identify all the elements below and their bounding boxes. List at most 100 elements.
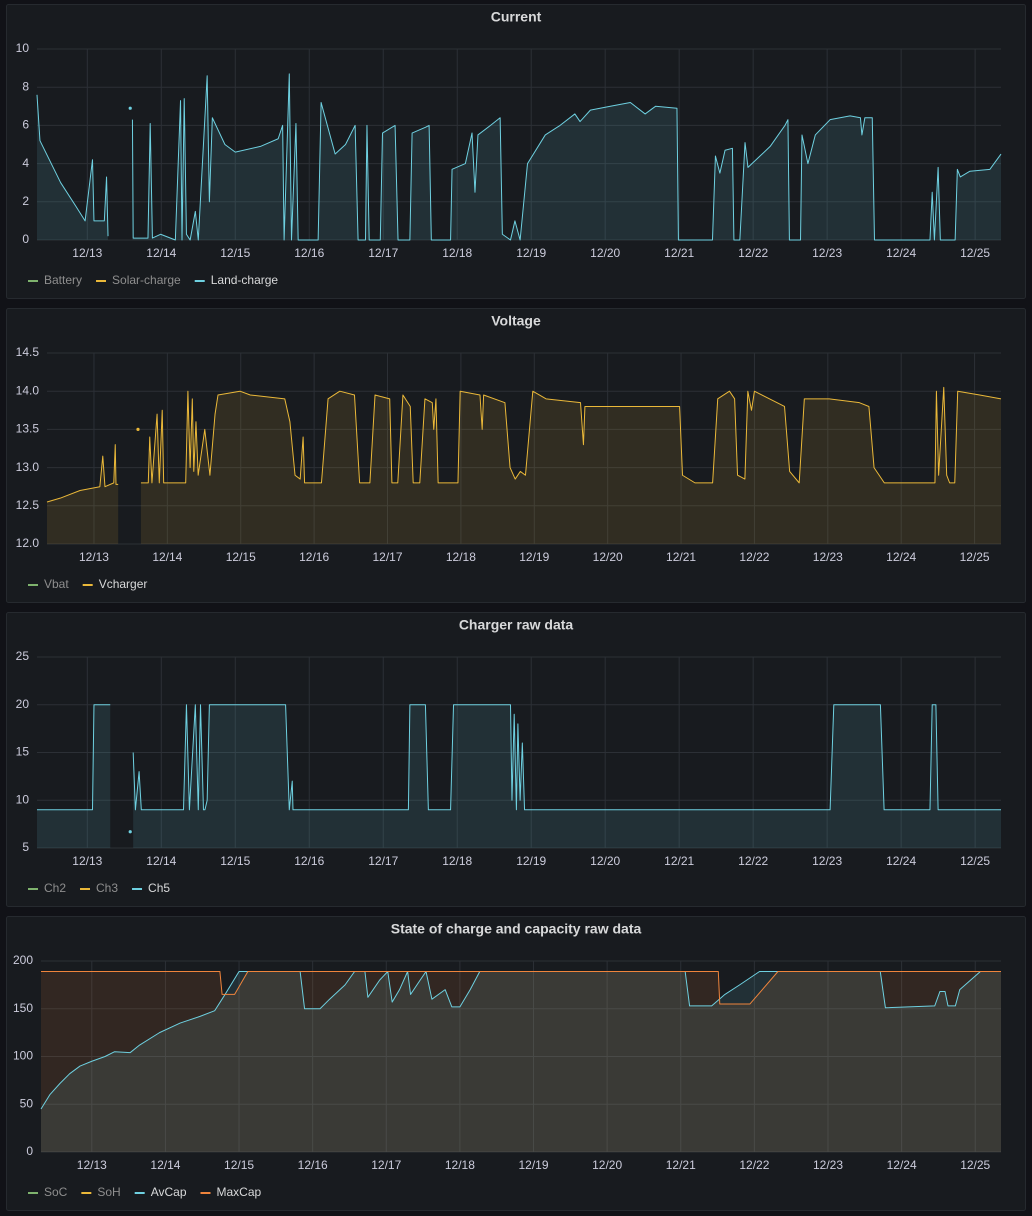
series-line	[36, 94, 109, 237]
x-tick-label: 12/19	[519, 550, 549, 564]
x-tick-label: 12/25	[960, 1158, 990, 1172]
y-tick-label: 12.5	[16, 498, 40, 512]
y-tick-label: 2	[22, 194, 29, 208]
panel-title: Current	[491, 9, 542, 25]
x-tick-label: 12/18	[446, 550, 476, 564]
legend-label[interactable]: Battery	[44, 273, 82, 287]
legend-label[interactable]: Land-charge	[211, 273, 279, 287]
legend-label[interactable]: Ch2	[44, 881, 66, 895]
x-tick-label: 12/25	[960, 550, 990, 564]
data-point	[128, 830, 132, 834]
y-tick-label: 100	[13, 1049, 33, 1063]
legend-label[interactable]: SoC	[44, 1185, 68, 1199]
x-tick-label: 12/15	[226, 550, 256, 564]
x-tick-label: 12/16	[299, 550, 329, 564]
y-tick-label: 8	[22, 79, 29, 93]
x-tick-label: 12/13	[72, 246, 102, 260]
legend-label[interactable]: Ch3	[96, 881, 118, 895]
x-tick-label: 12/13	[77, 1158, 107, 1172]
area-fill	[41, 971, 1001, 1152]
legend-label[interactable]: MaxCap	[217, 1185, 262, 1199]
legend-label[interactable]: Vcharger	[99, 577, 148, 591]
x-tick-label: 12/13	[79, 550, 109, 564]
x-tick-label: 12/18	[445, 1158, 475, 1172]
legend-label[interactable]: Ch5	[148, 881, 170, 895]
panel-title: State of charge and capacity raw data	[391, 921, 642, 937]
y-tick-label: 25	[16, 649, 30, 663]
x-tick-label: 12/15	[224, 1158, 254, 1172]
x-tick-label: 12/25	[960, 246, 990, 260]
x-tick-label: 12/20	[592, 1158, 622, 1172]
x-tick-label: 12/16	[294, 246, 324, 260]
area-fill	[133, 704, 1002, 848]
legend-label[interactable]: SoH	[97, 1185, 120, 1199]
x-tick-label: 12/21	[666, 550, 696, 564]
x-tick-label: 12/23	[813, 550, 843, 564]
panel	[6, 612, 1026, 907]
y-tick-label: 14.0	[16, 383, 40, 397]
data-point	[128, 106, 132, 110]
x-tick-label: 12/18	[442, 854, 472, 868]
series-line	[132, 704, 1001, 811]
series-line	[41, 971, 1001, 1005]
x-tick-label: 12/16	[298, 1158, 328, 1172]
x-tick-label: 12/22	[738, 854, 768, 868]
panel	[6, 308, 1026, 603]
x-tick-label: 12/21	[664, 246, 694, 260]
x-tick-label: 12/14	[152, 550, 182, 564]
data-point	[136, 427, 140, 431]
x-tick-label: 12/21	[664, 854, 694, 868]
area-fill	[47, 444, 119, 544]
area-fill	[41, 971, 1001, 1152]
panel	[6, 916, 1026, 1211]
x-tick-label: 12/16	[294, 854, 324, 868]
y-tick-label: 200	[13, 953, 33, 967]
x-tick-label: 12/19	[518, 1158, 548, 1172]
y-tick-label: 10	[16, 792, 30, 806]
x-tick-label: 12/19	[516, 854, 546, 868]
x-tick-label: 12/20	[590, 854, 620, 868]
y-tick-label: 10	[16, 41, 30, 55]
y-tick-label: 5	[22, 840, 29, 854]
panel-title: Voltage	[491, 313, 541, 329]
y-tick-label: 4	[22, 156, 29, 170]
x-tick-label: 12/18	[442, 246, 472, 260]
legend-label[interactable]: Vbat	[44, 577, 69, 591]
y-tick-label: 15	[16, 745, 30, 759]
x-tick-label: 12/14	[146, 246, 176, 260]
x-tick-label: 12/23	[813, 1158, 843, 1172]
y-tick-label: 50	[20, 1096, 34, 1110]
area-fill	[132, 73, 1001, 240]
series-line	[46, 444, 119, 503]
area-fill	[37, 94, 109, 240]
y-tick-label: 13.5	[16, 422, 40, 436]
y-tick-label: 12.0	[16, 536, 40, 550]
series-line	[37, 704, 111, 811]
x-tick-label: 12/15	[220, 854, 250, 868]
x-tick-label: 12/22	[738, 246, 768, 260]
x-tick-label: 12/24	[886, 550, 916, 564]
series-line	[40, 971, 1001, 1110]
x-tick-label: 12/17	[371, 1158, 401, 1172]
x-tick-label: 12/23	[812, 854, 842, 868]
x-tick-label: 12/24	[886, 854, 916, 868]
panel	[6, 4, 1026, 299]
area-fill	[37, 704, 111, 848]
x-tick-label: 12/20	[590, 246, 620, 260]
legend-label[interactable]: AvCap	[151, 1185, 187, 1199]
legend-label[interactable]: Solar-charge	[112, 273, 181, 287]
x-tick-label: 12/14	[146, 854, 176, 868]
x-tick-label: 12/21	[666, 1158, 696, 1172]
x-tick-label: 12/15	[220, 246, 250, 260]
y-tick-label: 14.5	[16, 345, 40, 359]
y-tick-label: 150	[13, 1001, 33, 1015]
series-line	[131, 73, 1002, 241]
x-tick-label: 12/22	[739, 1158, 769, 1172]
x-tick-label: 12/14	[150, 1158, 180, 1172]
x-tick-label: 12/24	[887, 1158, 917, 1172]
x-tick-label: 12/23	[812, 246, 842, 260]
x-tick-label: 12/25	[960, 854, 990, 868]
y-tick-label: 6	[22, 118, 29, 132]
